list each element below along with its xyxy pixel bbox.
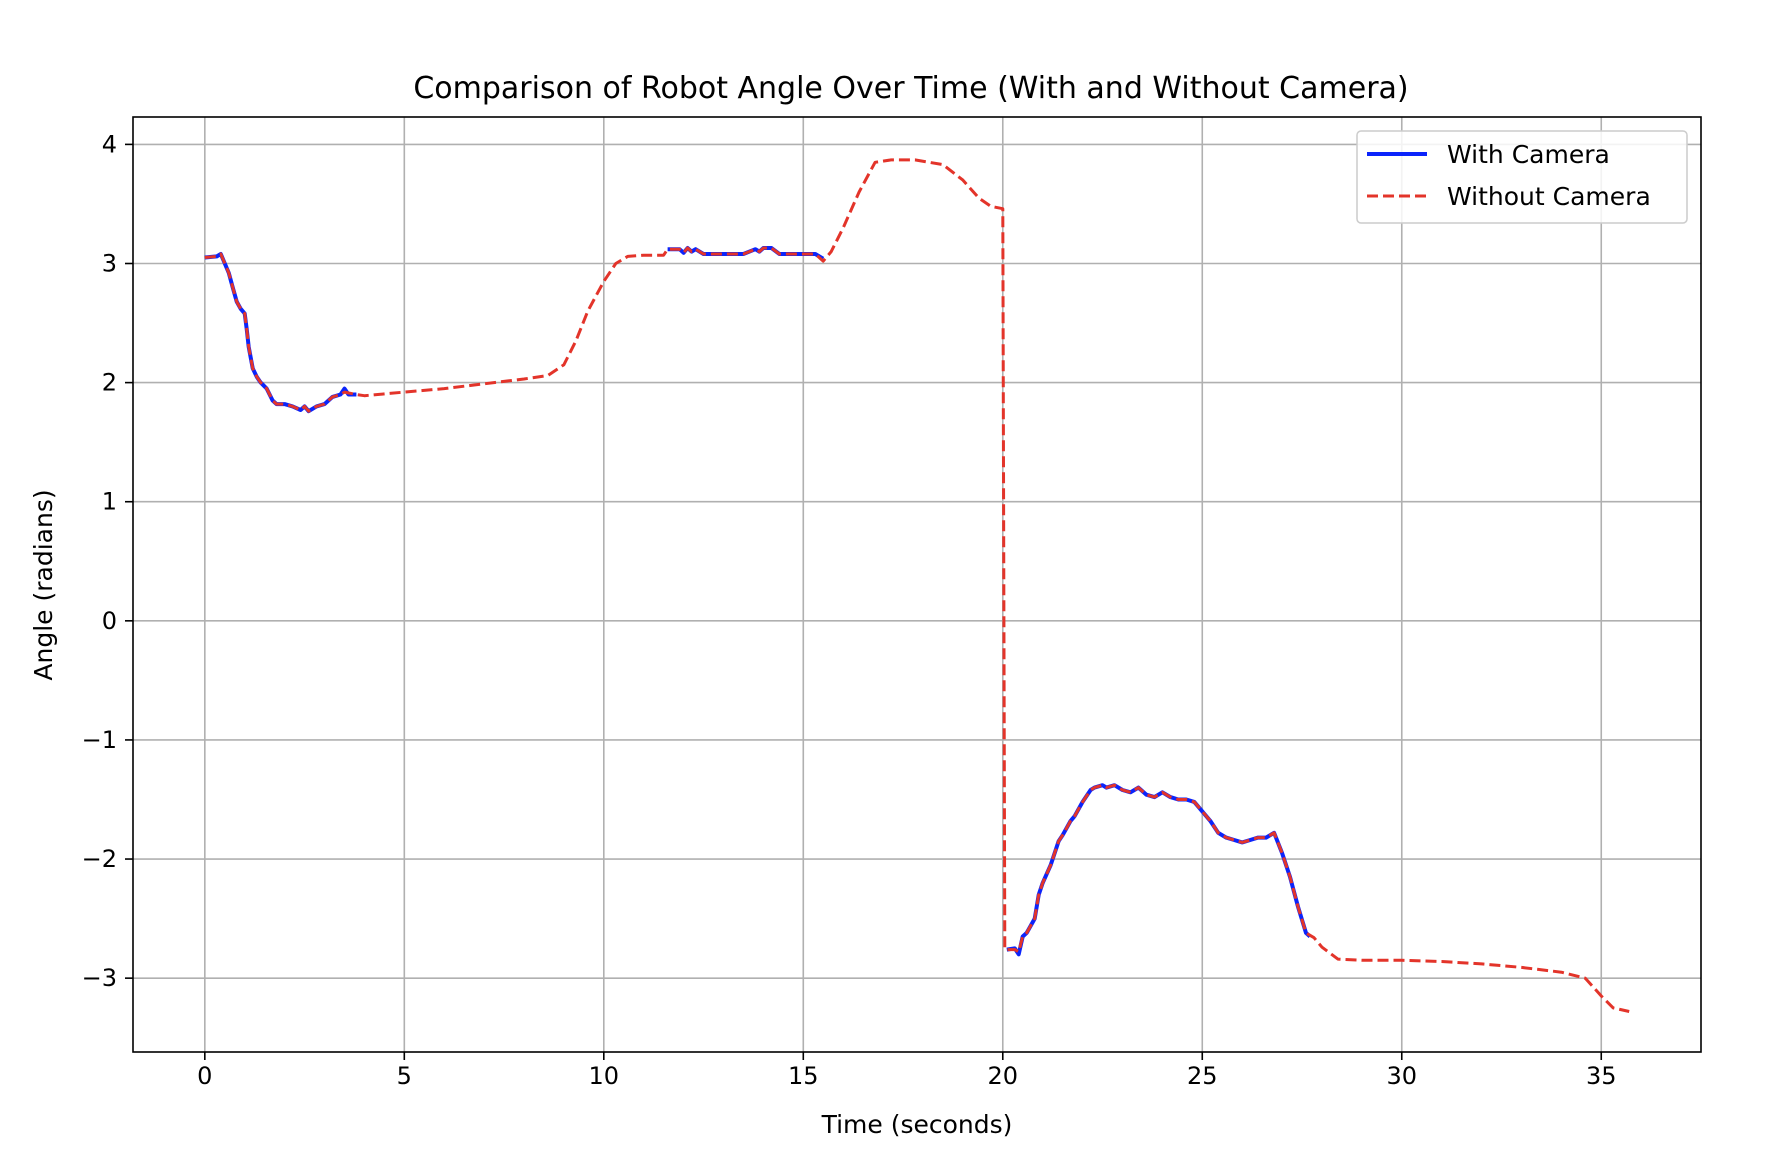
series-layer: [204, 158, 1630, 1013]
y-tick-label: −2: [82, 845, 117, 873]
y-tick-label: 3: [102, 250, 117, 278]
ticks: 0 5 10 15 20 25 30 35 −3 −2 −1 0 1 2 3 4: [82, 130, 1617, 1090]
series-line-without-camera: [204, 158, 1630, 1013]
chart-title: Comparison of Robot Angle Over Time (Wit…: [413, 71, 1408, 106]
x-tick-label: 30: [1386, 1062, 1417, 1090]
x-tick-label: 10: [589, 1062, 620, 1090]
y-tick-label: −1: [82, 726, 117, 754]
x-axis-title: Time (seconds): [821, 1110, 1013, 1139]
x-tick-label: 15: [788, 1062, 819, 1090]
y-tick-label: 0: [102, 607, 117, 635]
grid: [133, 117, 1701, 1052]
x-tick-label: 5: [397, 1062, 412, 1090]
legend-box: [1356, 130, 1688, 224]
y-axis-title: Angle (radians): [29, 489, 58, 680]
x-tick-label: 25: [1187, 1062, 1218, 1090]
legend: With Camera Without Camera: [1356, 130, 1688, 224]
x-tick-label: 35: [1586, 1062, 1617, 1090]
legend-label-with-camera: With Camera: [1447, 140, 1610, 169]
y-tick-label: 2: [102, 369, 117, 397]
plot-frame: [132, 116, 1702, 1053]
y-tick-label: −3: [82, 964, 117, 992]
x-tick-label: 20: [988, 1062, 1019, 1090]
legend-label-without-camera: Without Camera: [1447, 182, 1651, 211]
y-tick-label: 1: [102, 488, 117, 516]
x-tick-label: 0: [197, 1062, 212, 1090]
y-tick-label: 4: [102, 130, 117, 158]
